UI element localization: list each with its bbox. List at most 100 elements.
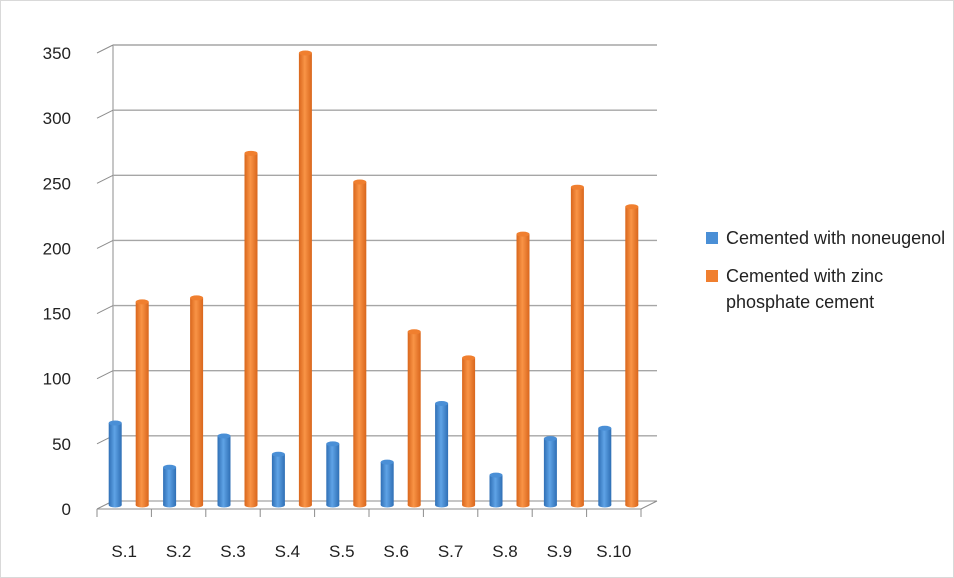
gridline-slant-150 [96, 305, 114, 315]
bar-zinc-phosphate-S4 [298, 50, 312, 508]
y-tick-label: 250 [43, 174, 71, 193]
label-layer: 0 50 100 150 200 250 300 350 S.1 S.2 S.3 S.4 S.5 S.6 S… [43, 44, 632, 561]
bar-body [298, 53, 312, 505]
bar-base [462, 502, 476, 508]
bar-body [570, 187, 584, 506]
gridline-slant-100 [96, 370, 114, 380]
bar-zinc-phosphate-S1 [135, 299, 149, 508]
bar-cap [598, 425, 612, 431]
bar-noneugenol-S1 [108, 420, 122, 508]
y-tick-label: 0 [62, 500, 71, 519]
bar-cap [462, 355, 476, 361]
legend-item-zinc-phosphate: Cemented with zinc phosphate cement [706, 263, 951, 315]
bar-noneugenol-S2 [163, 464, 177, 508]
bar-body [435, 403, 449, 505]
bar-base [625, 502, 639, 508]
bar-zinc-phosphate-S5 [353, 179, 367, 508]
bar-zinc-phosphate-S6 [407, 329, 421, 508]
bar-base [298, 502, 312, 508]
bar-base [163, 502, 177, 508]
bar-base [570, 502, 584, 508]
bar-cap [435, 400, 449, 406]
bar-body [489, 475, 503, 505]
bar-cap [163, 464, 177, 470]
bar-zinc-phosphate-S3 [244, 150, 258, 508]
bar-cap [353, 179, 367, 185]
bar-cap [108, 420, 122, 426]
bar-base [326, 502, 340, 508]
bar-base [543, 502, 557, 508]
bar-cap [407, 329, 421, 335]
bar-body [244, 153, 258, 505]
bar-base [353, 502, 367, 508]
legend-label-zinc-phosphate: Cemented with zinc phosphate cement [726, 266, 884, 312]
bar-noneugenol-S8 [489, 472, 503, 508]
grid-layer [96, 44, 658, 517]
bar-base [489, 502, 503, 508]
bar-body [598, 428, 612, 505]
y-tick-label: 300 [43, 109, 71, 128]
y-tick-label: 350 [43, 44, 71, 63]
bar-cap [135, 299, 149, 305]
bar-body [108, 423, 122, 505]
x-tick-label: S.2 [166, 542, 192, 561]
x-tick-label: S.4 [275, 542, 301, 561]
bar-cap [298, 50, 312, 56]
bar-body [271, 454, 285, 505]
bar-base [435, 502, 449, 508]
bar-base [135, 502, 149, 508]
legend-swatch-zinc-phosphate [706, 270, 718, 282]
bar-noneugenol-S6 [380, 459, 394, 508]
floor-right-edge [640, 500, 658, 510]
bar-zinc-phosphate-S2 [190, 295, 204, 508]
bar-zinc-phosphate-S7 [462, 355, 476, 508]
bar-base [516, 502, 530, 508]
x-tick-label: S.8 [492, 542, 518, 561]
y-tick-label: 100 [43, 370, 71, 389]
legend-item-noneugenol: Cemented with noneugenol [706, 225, 951, 251]
x-tick-label: S.9 [547, 542, 573, 561]
bar-body [217, 436, 231, 505]
x-tick-label: S.6 [383, 542, 409, 561]
bar-cap [244, 150, 258, 156]
bar-base [271, 502, 285, 508]
bar-cap [570, 184, 584, 190]
x-tick-label: S.5 [329, 542, 355, 561]
bar-noneugenol-S10 [598, 425, 612, 508]
bar-cap [516, 231, 530, 237]
bar-noneugenol-S4 [271, 451, 285, 508]
bar-body [543, 438, 557, 505]
bar-layer [108, 50, 639, 508]
bar-base [190, 502, 204, 508]
x-tick-label: S.10 [596, 542, 631, 561]
bar-body [190, 297, 204, 505]
bar-cap [543, 436, 557, 442]
bar-zinc-phosphate-S8 [516, 231, 530, 508]
y-tick-label: 50 [52, 435, 71, 454]
bar-body [462, 357, 476, 505]
x-tick-label: S.1 [111, 542, 137, 561]
bar-base [380, 502, 394, 508]
bar-cap [380, 459, 394, 465]
bar-noneugenol-S3 [217, 433, 231, 508]
bar-body [516, 234, 530, 505]
bar-zinc-phosphate-S10 [625, 204, 639, 508]
bar-cap [217, 433, 231, 439]
bar-body [163, 467, 177, 505]
bar-base [217, 502, 231, 508]
y-tick-label: 150 [43, 305, 71, 324]
bar-noneugenol-S9 [543, 436, 557, 508]
bar-body [407, 331, 421, 505]
bar-cap [625, 204, 639, 210]
legend-label-noneugenol: Cemented with noneugenol [726, 228, 946, 248]
bar-body [380, 462, 394, 505]
bar-base [407, 502, 421, 508]
bar-body [135, 301, 149, 505]
bar-body [326, 443, 340, 505]
bar-chart: 0 50 100 150 200 250 300 350 S.1 S.2 S.3 S.4 S.5 S.6 S… [43, 44, 658, 561]
legend: Cemented with noneugenol Cemented with z… [706, 225, 951, 327]
bar-cap [489, 472, 503, 478]
bar-body [625, 206, 639, 506]
bar-cap [271, 451, 285, 457]
